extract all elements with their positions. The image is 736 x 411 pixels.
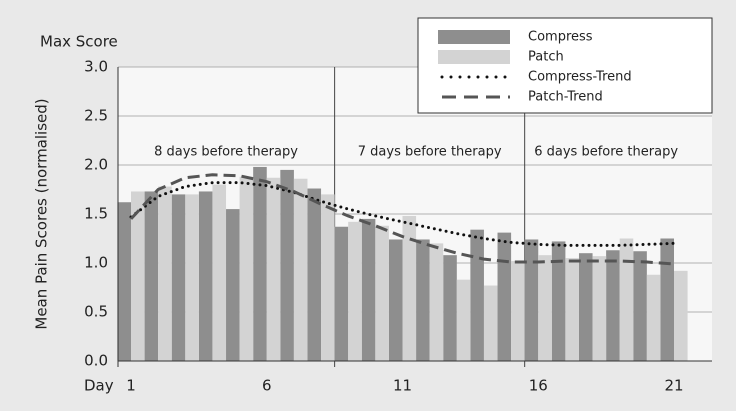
bar [198,191,213,361]
bar [674,270,688,361]
bar [565,258,579,361]
bar [524,239,539,361]
bar [497,232,512,361]
y-tick-label: 1.0 [84,254,108,272]
bar [429,243,444,361]
trend-line [129,173,675,266]
y-tick-label: 0.0 [84,352,108,370]
bar [660,238,674,361]
x-tick-label: 11 [393,377,412,395]
bar [361,218,376,361]
bar [443,255,457,361]
y-tick-label: 0.5 [84,303,108,321]
bar [348,221,362,361]
y-tick-label: 2.5 [84,107,108,125]
section-label: 8 days before therapy [154,145,298,160]
section-label: 6 days before therapy [534,145,678,160]
bar [117,202,131,361]
bar [307,188,322,361]
y-tick-label: 3.0 [84,58,108,76]
legend-swatch [438,50,510,64]
bar [416,239,430,361]
bar [456,279,471,361]
bar [266,177,281,361]
x-tick-label: 6 [262,377,272,395]
bar [619,238,634,361]
trend-line [129,181,676,247]
section-label: 7 days before therapy [358,145,502,160]
bar [470,229,484,361]
bar [633,251,647,361]
y-tick-label: 1.5 [84,205,108,223]
bar [511,261,525,361]
bar [606,250,620,361]
bar [646,274,661,361]
bar [158,186,172,361]
legend-label: Patch [528,50,564,65]
bar [131,191,145,361]
bar [185,194,199,361]
y-axis-label: Mean Pain Scores (normalised) [33,98,51,329]
legend-label: Patch-Trend [528,90,603,105]
bar [280,169,294,361]
x-tick-label: 16 [529,377,548,395]
bar [551,241,566,361]
bar [253,166,267,361]
legend-label: Compress [528,30,593,45]
y-tick-label: 2.0 [84,156,108,174]
x-tick-label: 21 [664,377,683,395]
x-axis-label: Day [84,377,114,395]
bar [388,239,403,361]
bar [321,194,335,361]
bar [293,178,308,361]
bar [212,184,227,361]
bar [578,253,593,361]
bar [239,176,254,361]
legend-swatch [438,30,510,44]
x-tick-label: 1 [126,377,136,395]
bar [334,226,349,361]
bar [144,191,159,361]
bar [538,255,552,361]
bar [402,215,417,361]
bar [592,256,607,361]
bar [226,209,240,361]
bar [171,194,186,361]
bar [375,225,389,361]
legend-label: Compress-Trend [528,70,632,85]
bar [483,285,498,361]
chart-title: Max Score [40,33,118,51]
